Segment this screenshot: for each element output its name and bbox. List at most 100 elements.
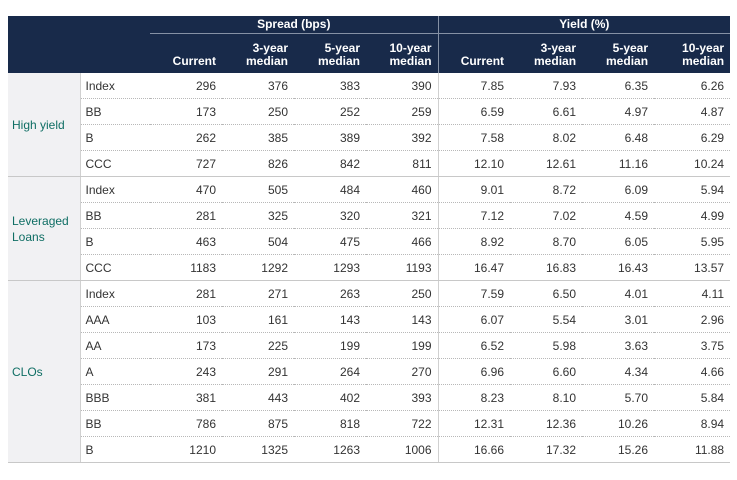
table-cell: 143 (366, 306, 439, 333)
table-cell: 6.05 (582, 228, 655, 255)
table-cell: 5.98 (510, 332, 583, 359)
table-cell: 875 (222, 410, 294, 437)
row-label: Index (79, 176, 150, 203)
table-cell: 291 (222, 358, 294, 385)
group-label: Leveraged Loans (8, 176, 80, 281)
column-header: 10-year median (366, 33, 439, 73)
table-cell: 818 (294, 410, 366, 437)
table-cell: 11.16 (582, 150, 655, 177)
table-cell: 389 (294, 124, 366, 151)
table-cell: 15.26 (582, 436, 655, 463)
table-cell: 466 (366, 228, 439, 255)
column-header: Current (437, 33, 511, 73)
table-cell: 504 (222, 228, 294, 255)
table-cell: 250 (222, 98, 294, 125)
table-cell: 3.01 (582, 306, 655, 333)
table-cell: 161 (222, 306, 294, 333)
row-label: B (79, 228, 150, 255)
header-blank (8, 33, 150, 73)
table-body: High yield Index 296 376 383 390 7.85 7.93 6.35 6… (8, 73, 731, 463)
table-cell: 252 (294, 98, 366, 125)
table-cell: 8.02 (510, 124, 583, 151)
table-cell: 173 (150, 98, 222, 125)
table-row: AA 173 225 199 199 6.52 5.98 3.63 3.75 (8, 332, 731, 359)
table-cell: 393 (366, 384, 439, 411)
table-cell: 2.96 (654, 306, 731, 333)
table-row: High yield Index 296 376 383 390 7.85 7.93 6.35 6… (8, 73, 731, 177)
table-cell: 6.59 (437, 98, 511, 125)
table-row: Leveraged Loans Index 470 505 484 460 9.01 8.72 6… (8, 176, 731, 281)
row-label: BBB (79, 384, 150, 411)
table-cell: 143 (294, 306, 366, 333)
spread-yield-table: Spread (bps) Yield (%) Current 3-year medi… (8, 16, 731, 463)
table-cell: 7.93 (510, 73, 583, 99)
table-cell: 4.11 (654, 280, 731, 307)
table-row: B 262 385 389 392 7.58 8.02 6.48 6.29 (8, 124, 731, 151)
table-cell: 1292 (222, 254, 294, 281)
table-cell: 402 (294, 384, 366, 411)
table-cell: 4.87 (654, 98, 731, 125)
table-cell: 484 (294, 176, 366, 203)
table-cell: 10.26 (582, 410, 655, 437)
group-label: CLOs (8, 280, 80, 463)
table-cell: 8.94 (654, 410, 731, 437)
table-cell: 1210 (150, 436, 222, 463)
table-cell: 727 (150, 150, 222, 177)
table-cell: 199 (294, 332, 366, 359)
table-cell: 5.84 (654, 384, 731, 411)
table-cell: 325 (222, 202, 294, 229)
table-cell: 6.60 (510, 358, 583, 385)
table-cell: 6.96 (437, 358, 511, 385)
table-cell: 281 (150, 202, 222, 229)
table-row: CCC 727 826 842 811 12.10 12.61 11.16 10.24 (8, 150, 731, 177)
table-container: Spread (bps) Yield (%) Current 3-year medi… (8, 16, 731, 463)
table-cell: 7.12 (437, 202, 511, 229)
table-cell: 4.01 (582, 280, 655, 307)
table-cell: 470 (150, 176, 222, 203)
table-cell: 4.66 (654, 358, 731, 385)
row-label: B (79, 436, 150, 463)
table-cell: 385 (222, 124, 294, 151)
column-header: 10-year median (654, 33, 731, 73)
table-row: BB 786 875 818 722 12.31 12.36 10.26 8.94 (8, 410, 731, 437)
table-cell: 1193 (366, 254, 439, 281)
column-header: 3-year median (222, 33, 294, 73)
table-cell: 6.35 (582, 73, 655, 99)
table-cell: 16.83 (510, 254, 583, 281)
table-cell: 3.75 (654, 332, 731, 359)
table-cell: 199 (366, 332, 439, 359)
column-header: Current (150, 33, 222, 73)
table-cell: 7.85 (437, 73, 511, 99)
table-cell: 13.57 (654, 254, 731, 281)
table-cell: 6.61 (510, 98, 583, 125)
table-cell: 7.58 (437, 124, 511, 151)
table-cell: 7.02 (510, 202, 583, 229)
table-cell: 6.50 (510, 280, 583, 307)
yield-group-header: Yield (%) (437, 16, 731, 34)
table-row: BBB 381 443 402 393 8.23 8.10 5.70 5.84 (8, 384, 731, 411)
header-blank (8, 16, 150, 34)
table-cell: 6.26 (654, 73, 731, 99)
column-header: 5-year median (294, 33, 366, 73)
table-cell: 826 (222, 150, 294, 177)
table-cell: 8.92 (437, 228, 511, 255)
table-cell: 6.52 (437, 332, 511, 359)
table-cell: 460 (366, 176, 439, 203)
table-row: BB 173 250 252 259 6.59 6.61 4.97 4.87 (8, 98, 731, 125)
table-cell: 722 (366, 410, 439, 437)
row-label: A (79, 358, 150, 385)
table-cell: 1263 (294, 436, 366, 463)
table-cell: 4.99 (654, 202, 731, 229)
table-cell: 11.88 (654, 436, 731, 463)
table-cell: 12.61 (510, 150, 583, 177)
table-cell: 4.59 (582, 202, 655, 229)
table-cell: 6.29 (654, 124, 731, 151)
table-cell: 786 (150, 410, 222, 437)
table-cell: 103 (150, 306, 222, 333)
row-label: BB (79, 98, 150, 125)
table-cell: 250 (366, 280, 439, 307)
table-cell: 16.43 (582, 254, 655, 281)
table-cell: 1006 (366, 436, 439, 463)
table-cell: 259 (366, 98, 439, 125)
table-cell: 1293 (294, 254, 366, 281)
